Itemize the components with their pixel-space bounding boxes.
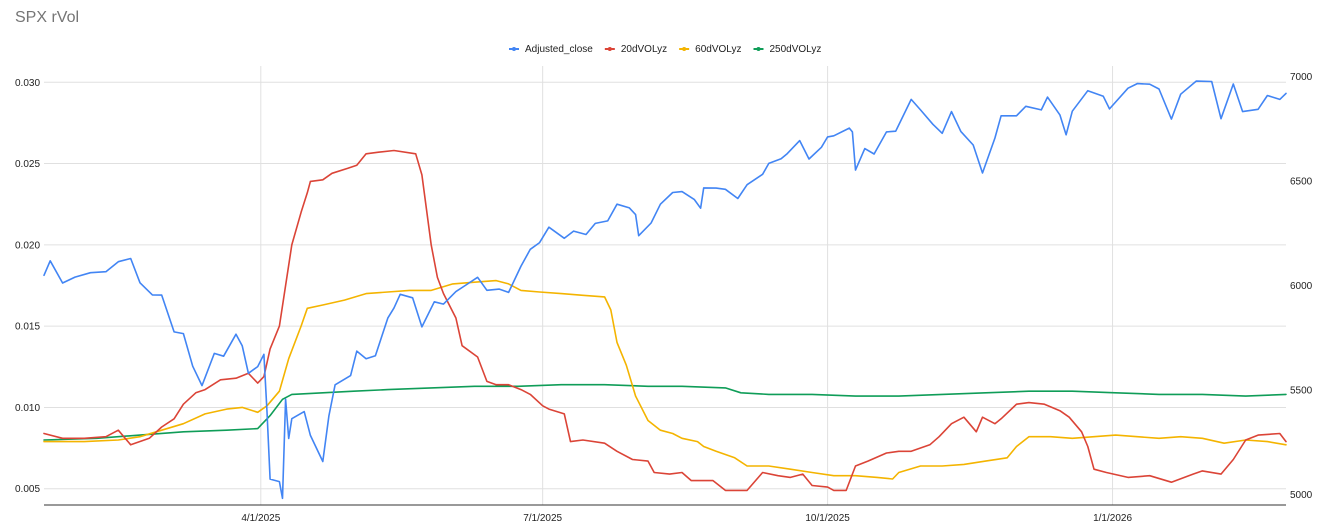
legend-swatch-dot [756, 47, 761, 51]
series-line-250dvolyz [43, 383, 1287, 441]
y-left-tick-label: 0.030 [15, 78, 40, 89]
x-tick-label: 10/1/2025 [805, 513, 850, 524]
legend[interactable]: Adjusted_close 20dVOLyz 60dVOLyz 250dVOLyz [509, 44, 821, 55]
legend-label: 60dVOLyz [695, 44, 741, 55]
axes: 0.005 0.010 0.015 0.020 0.025 0.030 5000 5500 60… [15, 72, 1313, 524]
legend-swatch-dot [682, 47, 687, 51]
legend-swatch-dot [512, 47, 516, 51]
legend-swatch-dot [607, 47, 612, 51]
legend-label: 250dVOLyz [769, 44, 821, 55]
y-right-tick-label: 6000 [1290, 281, 1313, 292]
legend-item-20dvolyz[interactable]: 20dVOLyz [604, 44, 667, 55]
y-left-tick-label: 0.005 [15, 484, 40, 495]
legend-item-60dvolyz[interactable]: 60dVOLyz [679, 44, 741, 55]
series-lines [43, 80, 1287, 500]
legend-item-adjusted-close[interactable]: Adjusted_close [509, 44, 593, 55]
legend-label: Adjusted_close [525, 44, 593, 55]
y-left-tick-label: 0.010 [15, 403, 40, 414]
x-tick-label: 7/1/2025 [523, 513, 562, 524]
series-line-20dvolyz [43, 149, 1287, 492]
legend-label: 20dVOLyz [621, 44, 667, 55]
y-left-tick-label: 0.025 [15, 159, 40, 170]
y-left-tick-label: 0.020 [15, 240, 40, 251]
gridlines [44, 66, 1286, 505]
legend-item-250dvolyz[interactable]: 250dVOLyz [753, 44, 821, 55]
chart-title: SPX rVol [15, 9, 80, 26]
series-line-60dvolyz [43, 279, 1287, 480]
y-left-tick-label: 0.015 [15, 322, 40, 333]
series-line-adjusted-close [43, 80, 1287, 500]
y-right-tick-label: 5000 [1290, 490, 1313, 501]
x-tick-label: 1/1/2026 [1093, 513, 1132, 524]
y-right-tick-label: 6500 [1290, 176, 1313, 187]
x-tick-label: 4/1/2025 [241, 513, 280, 524]
y-right-tick-label: 7000 [1290, 72, 1313, 83]
y-right-tick-label: 5500 [1290, 386, 1313, 397]
